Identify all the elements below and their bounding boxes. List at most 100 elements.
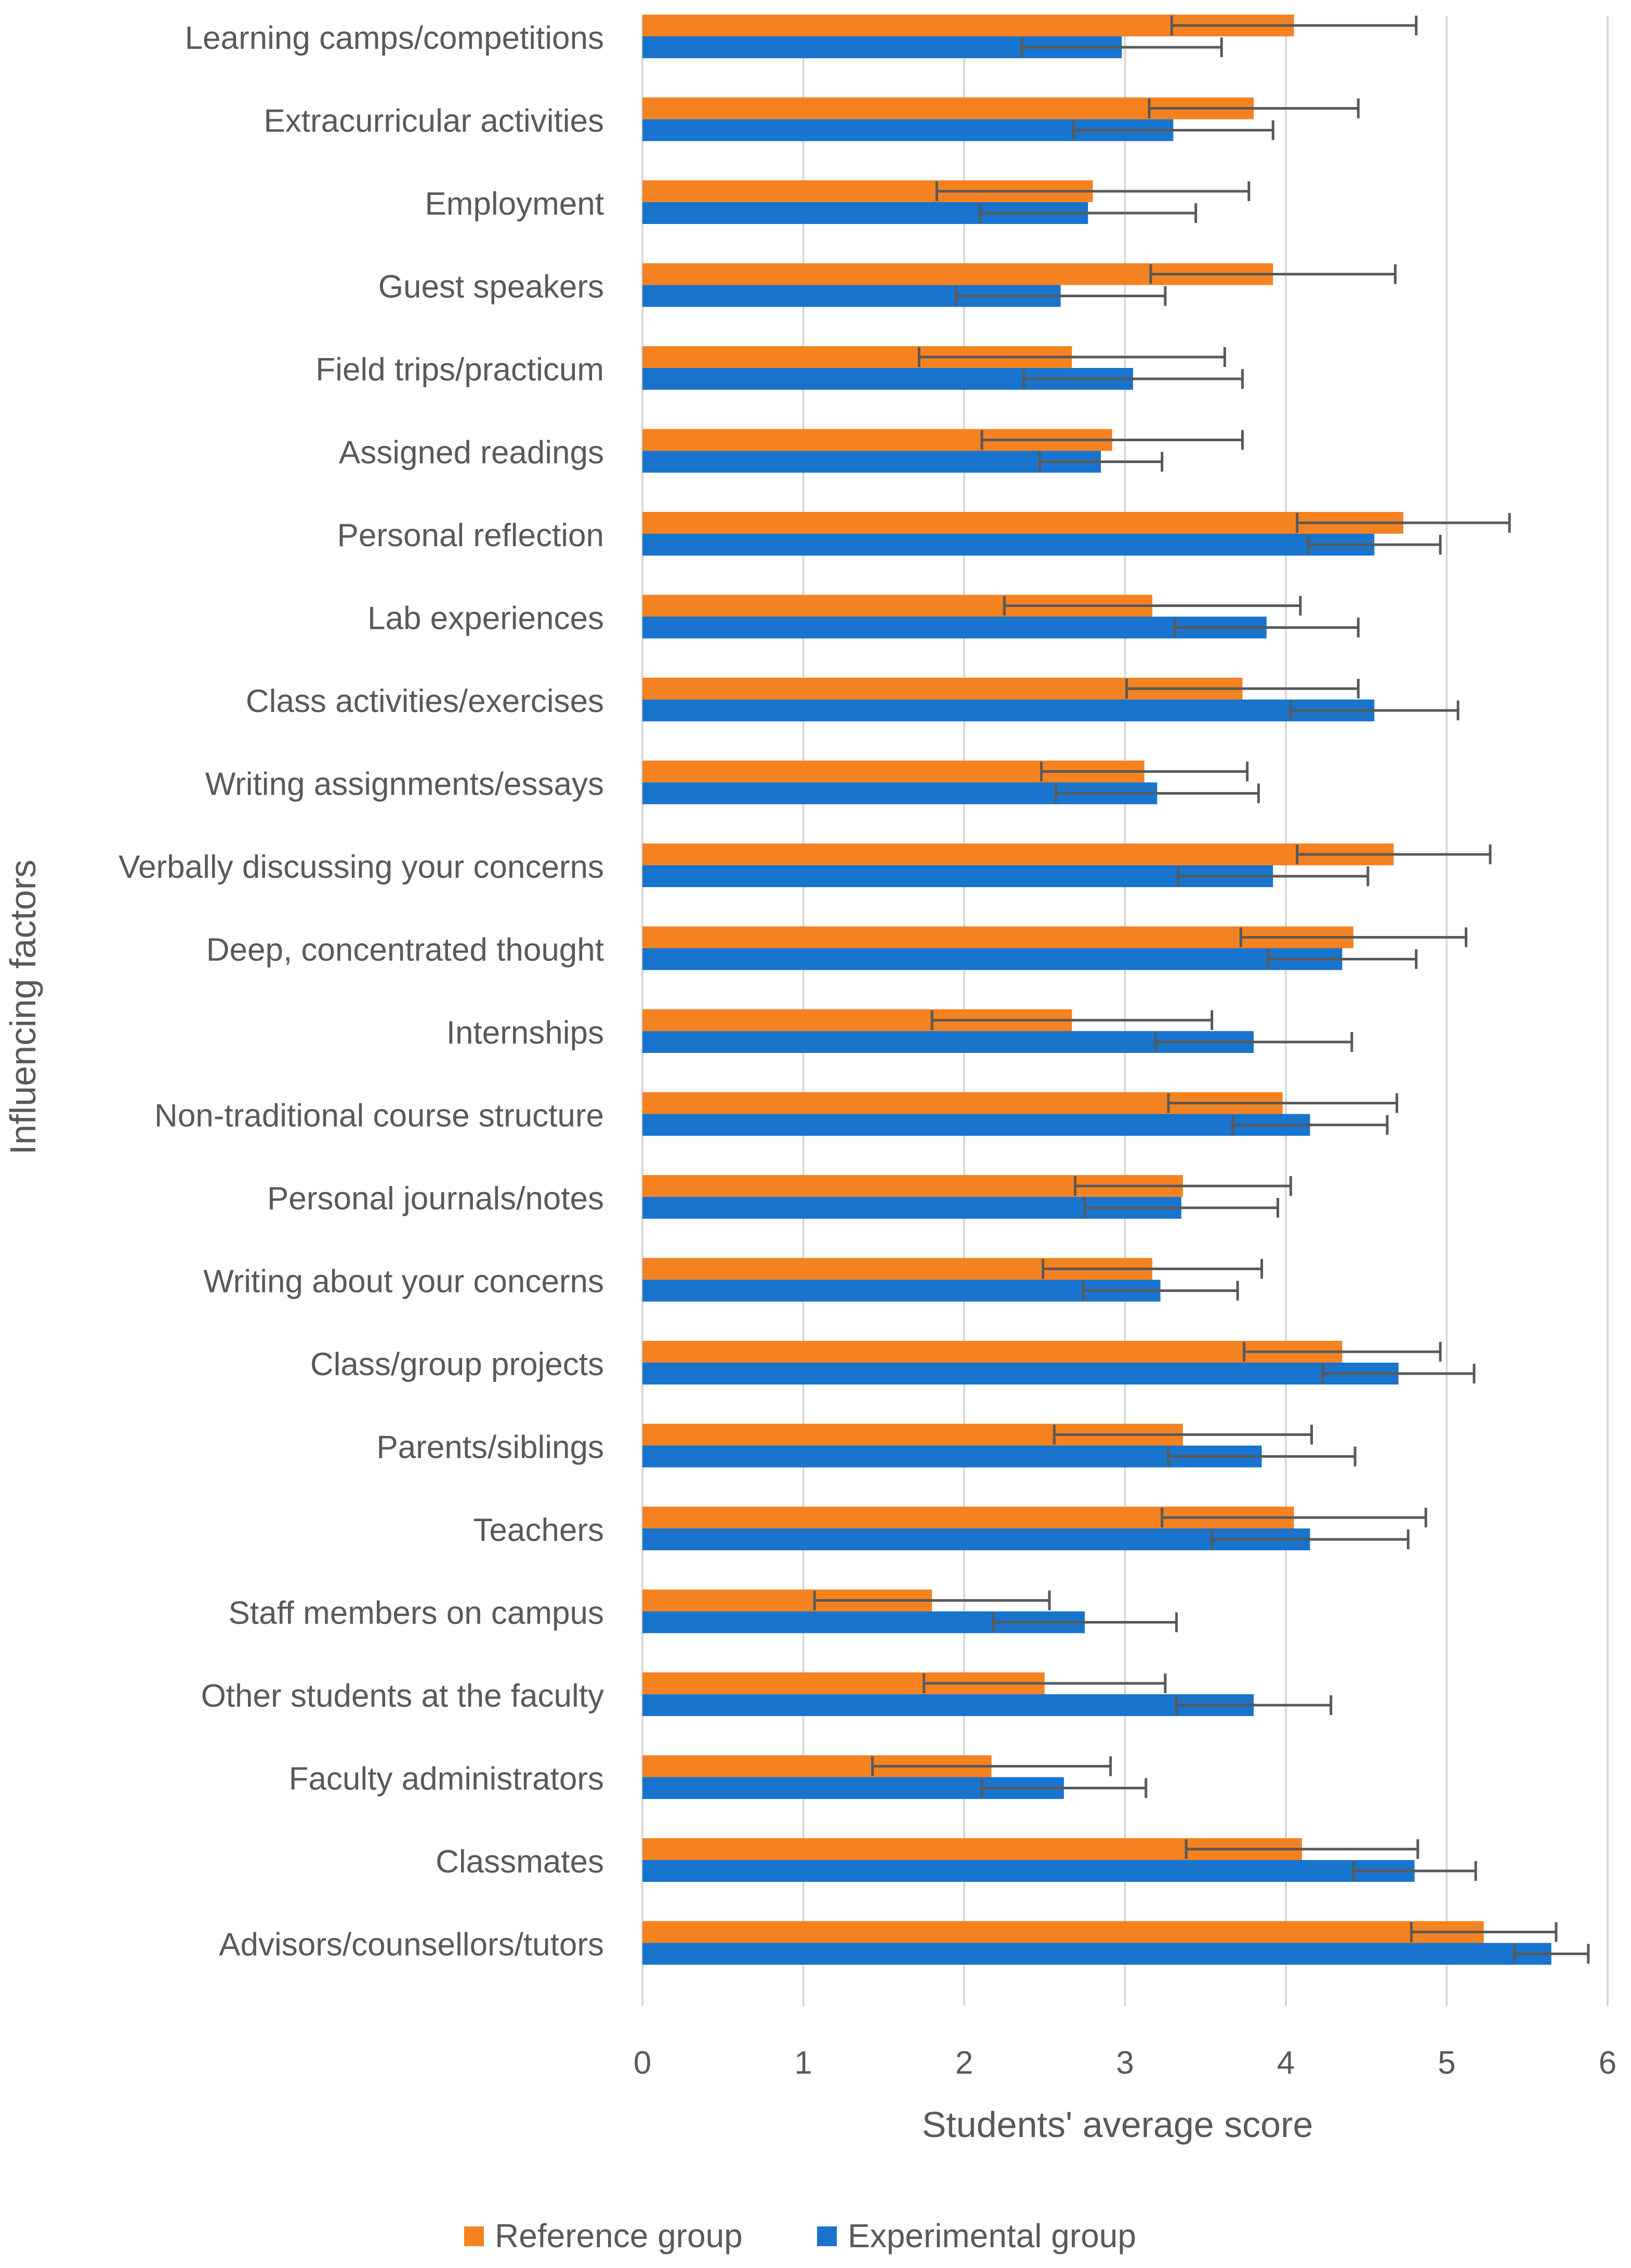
error-bar-experimental-group xyxy=(1307,535,1442,555)
error-bar-experimental-group xyxy=(1022,369,1244,389)
bar-experimental-group xyxy=(642,1694,1254,1716)
category-label: Guest speakers xyxy=(378,269,604,305)
category-label: Personal reflection xyxy=(337,518,604,553)
category-label: Internships xyxy=(446,1015,604,1051)
error-bar-experimental-group xyxy=(955,286,1167,306)
bar-experimental-group xyxy=(642,451,1101,473)
bar-reference-group xyxy=(642,1341,1343,1363)
error-bar-reference-group xyxy=(1185,1839,1419,1859)
error-bar-reference-group xyxy=(917,347,1226,367)
bar-reference-group xyxy=(642,926,1353,948)
error-bar-experimental-group xyxy=(1289,701,1459,720)
error-bar-experimental-group xyxy=(1231,1115,1389,1135)
category-label: Parents/siblings xyxy=(376,1430,604,1466)
bars xyxy=(642,15,1551,1965)
x-tick-label: 4 xyxy=(1277,2045,1295,2081)
category-label: Faculty administrators xyxy=(289,1761,604,1797)
category-label: Verbally discussing your concerns xyxy=(119,849,604,885)
error-bar-reference-group xyxy=(1053,1425,1313,1445)
error-bar-experimental-group xyxy=(1083,1198,1280,1218)
error-bar-reference-group xyxy=(1243,1342,1442,1362)
error-bar-reference-group xyxy=(923,1673,1167,1693)
legend: Reference group Experimental group xyxy=(464,2217,1136,2254)
error-bar-experimental-group xyxy=(1512,1944,1590,1964)
x-tick-label: 1 xyxy=(794,2045,812,2081)
error-bar-experimental-group xyxy=(992,1612,1178,1632)
category-label: Class/group projects xyxy=(310,1347,604,1382)
error-bar-experimental-group xyxy=(1054,783,1260,803)
x-tick-labels: 0 1 2 3 4 5 6 xyxy=(634,2045,1616,2081)
error-bar-reference-group xyxy=(930,1010,1214,1030)
error-bar-reference-group xyxy=(1125,679,1360,698)
bar-experimental-group xyxy=(642,1031,1254,1053)
error-bar-reference-group xyxy=(1296,513,1511,533)
error-bar-experimental-group xyxy=(1154,1032,1353,1052)
error-bar-reference-group xyxy=(1167,1093,1399,1113)
bar-experimental-group xyxy=(642,1943,1551,1965)
category-label: Learning camps/competitions xyxy=(185,20,604,56)
bar-reference-group xyxy=(642,843,1394,865)
error-bar-reference-group xyxy=(1040,761,1249,782)
bar-experimental-group xyxy=(642,1528,1310,1550)
category-label: Non-traditional course structure xyxy=(154,1098,604,1134)
error-bar-reference-group xyxy=(935,181,1251,201)
error-bar-experimental-group xyxy=(1038,452,1164,472)
category-label: Lab experiences xyxy=(367,601,604,637)
category-labels: Learning camps/competitions Extracurricul… xyxy=(119,20,604,1963)
error-bar-experimental-group xyxy=(1020,37,1223,57)
category-label: Field trips/practicum xyxy=(315,352,604,388)
error-bar-reference-group xyxy=(1003,596,1302,616)
bar-experimental-group xyxy=(642,1280,1161,1302)
bar-experimental-group xyxy=(642,700,1375,721)
bar-reference-group xyxy=(642,512,1403,534)
error-bar-experimental-group xyxy=(1177,866,1370,886)
category-label: Extracurricular activities xyxy=(264,103,604,139)
error-bar-experimental-group xyxy=(980,1778,1148,1798)
x-tick-label: 3 xyxy=(1116,2045,1134,2081)
category-label: Teachers xyxy=(473,1512,604,1548)
category-label: Other students at the faculty xyxy=(201,1678,604,1714)
error-bar-reference-group xyxy=(1042,1259,1264,1279)
error-bar-reference-group xyxy=(1410,1922,1558,1942)
legend-label-reference-group: Reference group xyxy=(495,2217,743,2254)
bar-experimental-group xyxy=(642,616,1267,639)
error-bar-reference-group xyxy=(813,1590,1051,1611)
error-bar-experimental-group xyxy=(1211,1529,1410,1549)
category-label: Deep, concentrated thought xyxy=(206,932,604,968)
x-tick-label: 2 xyxy=(955,2045,973,2081)
bar-experimental-group xyxy=(642,1445,1262,1468)
error-bar-reference-group xyxy=(1296,845,1492,864)
error-bar-reference-group xyxy=(1239,927,1468,947)
y-axis-title: Influencing factors xyxy=(3,860,43,1155)
x-tick-label: 5 xyxy=(1438,2045,1455,2081)
category-label: Writing assignments/essays xyxy=(205,767,604,802)
error-bar-experimental-group xyxy=(1082,1281,1239,1301)
category-label: Writing about your concerns xyxy=(203,1264,604,1300)
error-bar-experimental-group xyxy=(1167,1446,1357,1467)
legend-swatch-experimental-group xyxy=(817,2226,837,2246)
bar-experimental-group xyxy=(642,534,1375,556)
category-label: Staff members on campus xyxy=(228,1595,604,1631)
error-bars xyxy=(813,16,1590,1964)
category-label: Personal journals/notes xyxy=(267,1181,604,1217)
legend-label-experimental-group: Experimental group xyxy=(848,2217,1136,2254)
category-label: Class activities/exercises xyxy=(246,683,604,719)
error-bar-experimental-group xyxy=(979,203,1198,223)
error-bar-experimental-group xyxy=(1072,120,1274,140)
x-axis-title: Students' average score xyxy=(922,2104,1313,2145)
error-bar-experimental-group xyxy=(1175,1695,1333,1715)
bar-reference-group xyxy=(642,1921,1484,1943)
error-bar-reference-group xyxy=(1148,98,1360,118)
error-bar-experimental-group xyxy=(1352,1861,1477,1881)
bar-experimental-group xyxy=(642,1860,1415,1882)
category-label: Classmates xyxy=(436,1844,604,1880)
bar-experimental-group xyxy=(642,1363,1399,1384)
x-tick-label: 0 xyxy=(634,2045,651,2081)
bar-experimental-group xyxy=(642,948,1343,970)
bar-experimental-group xyxy=(642,865,1273,887)
error-bar-reference-group xyxy=(1161,1508,1427,1527)
category-label: Advisors/counsellors/tutors xyxy=(219,1927,604,1963)
x-tick-label: 6 xyxy=(1599,2045,1616,2081)
legend-swatch-reference-group xyxy=(464,2226,484,2246)
